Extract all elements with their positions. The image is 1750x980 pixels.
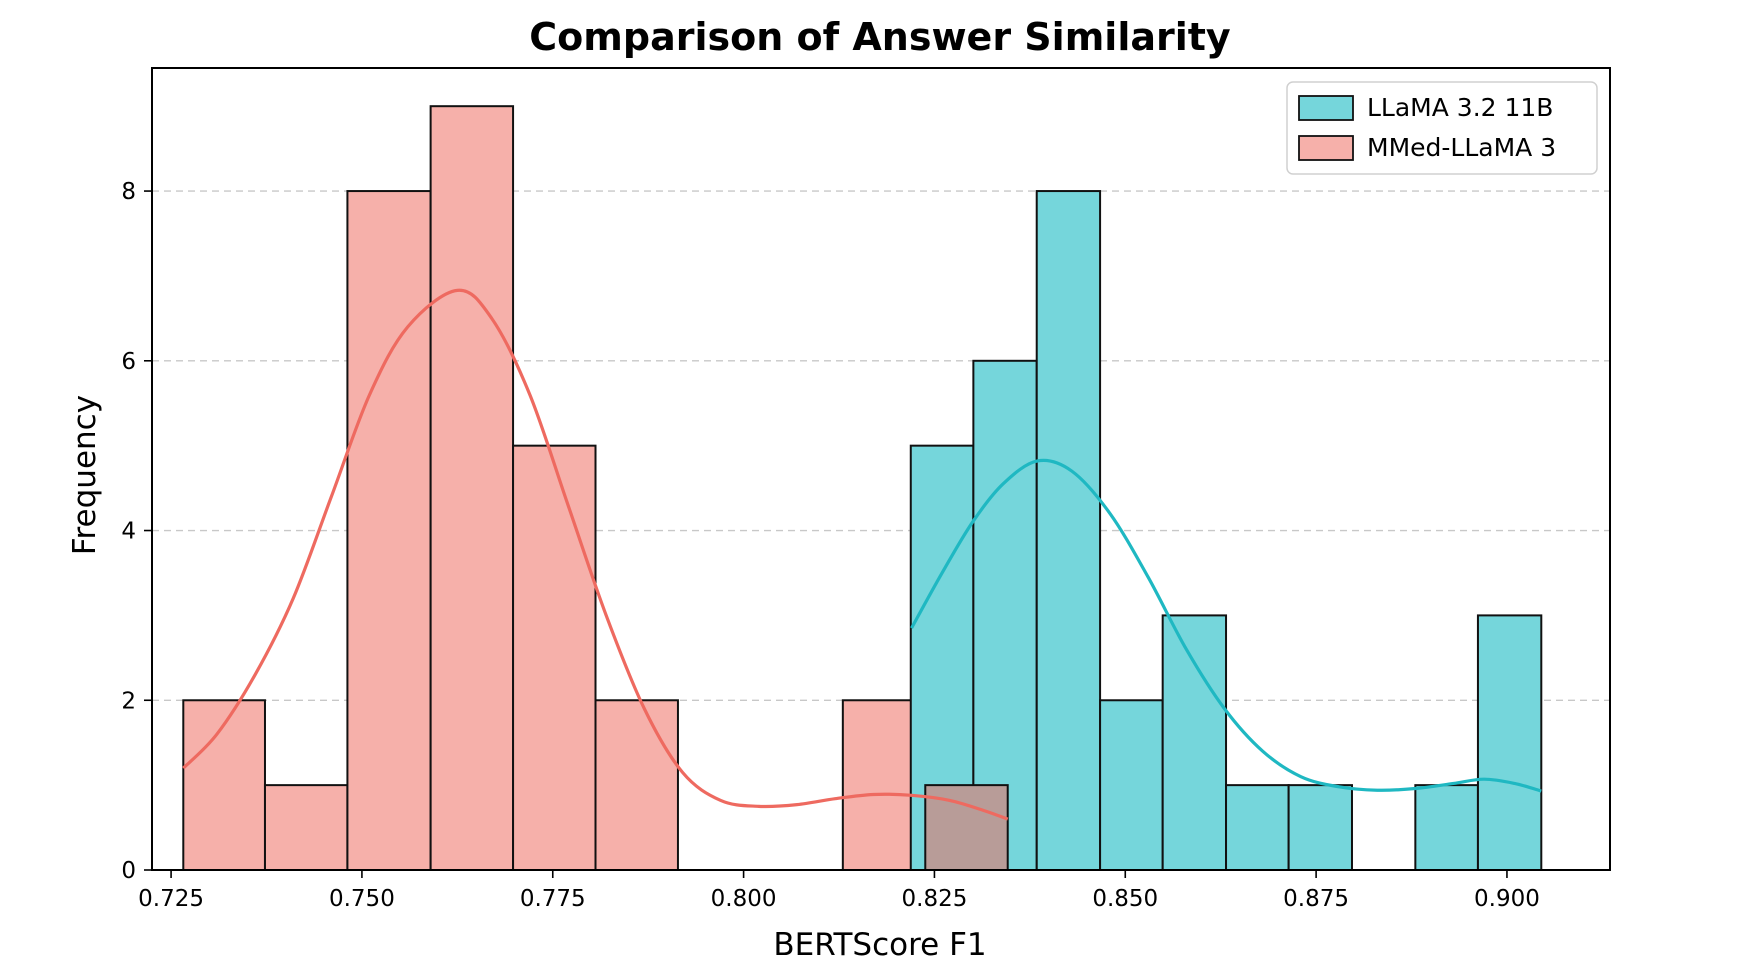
legend-label: MMed-LLaMA 3 [1367,133,1556,162]
x-tick-label: 0.775 [520,886,586,912]
legend-swatch [1298,135,1354,161]
plot-frame [151,67,1611,871]
histogram-bars [182,105,1543,872]
histogram-bar [1287,784,1353,871]
x-tick-label: 0.800 [711,886,777,912]
kde-curve [182,288,1009,821]
histogram-bar [1035,190,1102,871]
y-tick-label: 0 [121,858,136,884]
y-tick-label: 4 [121,519,136,545]
y-tick-label: 8 [121,179,136,205]
histogram-bar [1414,784,1479,871]
x-tick-label: 0.875 [1283,886,1349,912]
x-tick-label: 0.850 [1092,886,1158,912]
histogram-bar [182,699,266,871]
histogram-bar [1099,699,1164,871]
kde-curves [182,288,1542,821]
kde-curve [910,458,1542,793]
y-axis-label: Frequency [67,395,103,555]
legend-box [1286,81,1598,175]
x-tick-label: 0.750 [329,886,395,912]
histogram-bar [512,444,597,871]
axes: 0.725 0.750 0.775 0.800 0.825 0.850 0.875 0.900… [121,67,1611,912]
histogram-bar [594,699,679,871]
histogram-bar [429,105,515,871]
histogram-bar [346,190,432,871]
chart-title: Comparison of Answer Similarity [529,15,1231,59]
histogram-bar [1161,614,1228,872]
legend: LLaMA 3.2 11B MMed-LLaMA 3 [1286,81,1598,175]
x-tick-label: 0.900 [1474,886,1540,912]
legend-swatch [1298,95,1354,121]
y-tick-label: 6 [121,349,136,375]
histogram-bar [1225,784,1290,871]
legend-label: LLaMA 3.2 11B [1367,93,1553,122]
x-tick-label: 0.725 [138,886,204,912]
histogram-bar [263,784,349,871]
histogram-bar [1476,614,1543,872]
y-tick-label: 2 [121,688,136,714]
x-tick-label: 0.825 [902,886,968,912]
x-axis-label: BERTScore F1 [773,927,986,963]
